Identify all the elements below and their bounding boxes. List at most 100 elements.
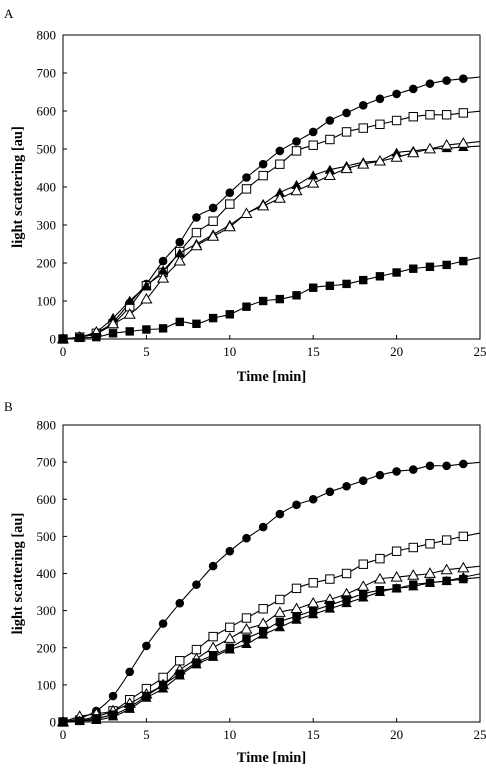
data-point xyxy=(275,159,285,169)
data-point xyxy=(192,580,201,589)
x-tick-label: 25 xyxy=(474,344,486,359)
data-point xyxy=(225,188,235,197)
y-tick-label: 0 xyxy=(50,332,57,347)
y-tick-label: 500 xyxy=(37,142,57,157)
series-filled-circle xyxy=(58,459,481,727)
data-point xyxy=(308,140,318,150)
data-point xyxy=(142,325,151,334)
y-tick-label: 200 xyxy=(37,256,57,271)
data-point xyxy=(174,248,185,258)
data-point xyxy=(241,638,252,648)
data-point xyxy=(225,310,234,319)
y-tick-label: 600 xyxy=(37,104,57,119)
panel-label: B xyxy=(4,399,13,414)
data-point xyxy=(324,164,336,174)
data-point xyxy=(158,256,168,266)
data-point xyxy=(375,470,385,480)
plot-frame xyxy=(62,34,481,340)
data-point xyxy=(58,334,68,344)
data-point xyxy=(423,142,437,154)
data-point xyxy=(125,327,134,336)
data-point xyxy=(307,176,320,188)
data-point xyxy=(106,317,120,329)
data-point xyxy=(191,644,202,655)
x-tick-label: 0 xyxy=(60,727,67,742)
x-tick-label: 5 xyxy=(143,344,150,359)
data-point xyxy=(325,116,335,125)
data-point xyxy=(274,187,286,197)
data-point xyxy=(441,575,452,585)
data-point xyxy=(341,598,352,608)
data-point xyxy=(208,631,218,642)
x-tick-label: 5 xyxy=(143,727,150,742)
data-point xyxy=(425,110,435,120)
data-point xyxy=(141,692,152,702)
data-point xyxy=(308,170,319,180)
panel-label: A xyxy=(4,6,14,21)
data-point xyxy=(325,281,335,290)
data-point xyxy=(442,260,451,270)
data-point xyxy=(108,329,118,338)
y-tick-label: 400 xyxy=(37,180,57,195)
series-open-square xyxy=(58,108,481,344)
series-line xyxy=(62,532,481,723)
data-point xyxy=(423,567,437,578)
data-point xyxy=(341,568,352,579)
data-point xyxy=(75,333,84,343)
data-point xyxy=(442,461,451,471)
data-point xyxy=(74,715,85,725)
data-point xyxy=(342,108,351,118)
data-point xyxy=(358,123,368,133)
data-point xyxy=(375,272,385,281)
y-tick-label: 700 xyxy=(37,455,57,470)
y-tick-label: 0 xyxy=(50,715,57,730)
data-point xyxy=(325,574,335,584)
data-point xyxy=(240,622,253,634)
data-point xyxy=(292,137,301,146)
y-tick-label: 100 xyxy=(37,294,57,309)
data-point xyxy=(424,577,436,587)
data-point xyxy=(242,302,251,311)
data-point xyxy=(208,203,218,213)
data-point xyxy=(325,134,335,145)
data-point xyxy=(442,76,451,85)
x-axis-label: Time [min] xyxy=(237,750,306,766)
data-point xyxy=(308,578,318,588)
data-point xyxy=(275,509,285,519)
x-tick-label: 25 xyxy=(474,727,486,742)
data-point xyxy=(425,79,435,88)
data-point xyxy=(308,609,319,619)
data-point xyxy=(140,292,153,304)
data-point xyxy=(107,711,119,721)
data-point xyxy=(459,459,468,469)
data-point xyxy=(208,313,218,323)
data-point xyxy=(207,651,219,661)
data-point xyxy=(208,216,218,226)
x-tick-label: 10 xyxy=(223,344,236,359)
data-point xyxy=(175,598,185,608)
data-point xyxy=(358,476,368,485)
data-point xyxy=(223,220,236,232)
data-point xyxy=(425,262,435,271)
data-point xyxy=(408,465,418,474)
data-point xyxy=(407,146,420,158)
data-point xyxy=(157,683,169,693)
x-tick-label: 10 xyxy=(223,727,236,742)
data-point xyxy=(257,199,270,211)
data-point xyxy=(92,332,101,342)
data-point xyxy=(258,159,268,169)
series-open-triangle xyxy=(56,137,481,344)
data-point xyxy=(258,522,268,532)
data-point xyxy=(458,531,469,542)
data-point xyxy=(292,291,301,300)
data-point xyxy=(408,581,419,591)
data-point xyxy=(175,656,185,666)
data-point xyxy=(457,137,470,148)
data-point xyxy=(258,170,268,181)
data-point xyxy=(359,275,368,285)
y-tick-label: 300 xyxy=(37,218,57,233)
data-point xyxy=(291,614,302,624)
data-point xyxy=(142,641,151,651)
data-point xyxy=(275,594,285,605)
data-point xyxy=(459,74,468,83)
